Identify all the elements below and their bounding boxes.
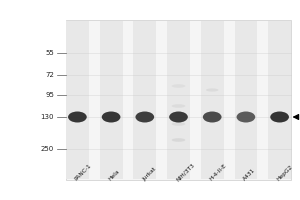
Bar <box>100 21 122 179</box>
Bar <box>201 21 224 179</box>
Text: 130: 130 <box>40 114 54 120</box>
Bar <box>167 21 190 179</box>
Text: 55: 55 <box>45 50 54 56</box>
Text: A431: A431 <box>242 168 256 182</box>
Bar <box>66 21 89 179</box>
Text: NIH/3T3: NIH/3T3 <box>175 162 195 182</box>
Ellipse shape <box>172 104 185 108</box>
Ellipse shape <box>172 138 185 142</box>
Ellipse shape <box>203 112 221 122</box>
Ellipse shape <box>206 88 218 92</box>
Bar <box>66 20 291 180</box>
Text: 250: 250 <box>41 146 54 152</box>
Text: 72: 72 <box>45 72 54 78</box>
Ellipse shape <box>102 112 120 122</box>
Text: 95: 95 <box>45 92 54 98</box>
Ellipse shape <box>169 112 188 122</box>
Ellipse shape <box>270 112 289 122</box>
Bar <box>268 21 291 179</box>
Text: HepG2: HepG2 <box>276 164 294 182</box>
Ellipse shape <box>172 122 185 126</box>
Ellipse shape <box>136 112 154 122</box>
Bar <box>235 21 257 179</box>
Text: Hela: Hela <box>108 169 121 182</box>
Text: Jurkat: Jurkat <box>141 166 157 182</box>
Ellipse shape <box>172 84 185 88</box>
Text: H-4-II-E: H-4-II-E <box>209 163 228 182</box>
Text: PANC-1: PANC-1 <box>74 163 93 182</box>
Ellipse shape <box>68 112 87 122</box>
Bar <box>134 21 156 179</box>
Ellipse shape <box>237 112 255 122</box>
